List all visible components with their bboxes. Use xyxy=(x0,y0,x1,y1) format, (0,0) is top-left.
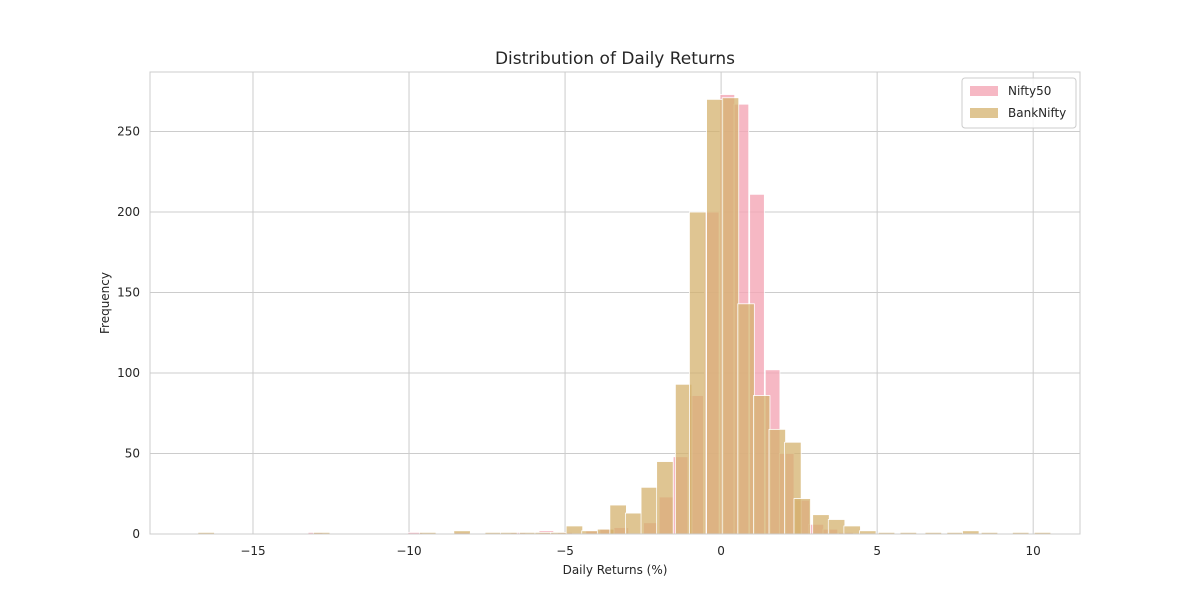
histogram-bar xyxy=(721,97,740,535)
y-tick-label: 50 xyxy=(125,447,140,461)
histogram-bars xyxy=(197,94,1052,535)
histogram-bar xyxy=(827,519,846,535)
legend[interactable]: Nifty50 BankNifty xyxy=(961,77,1077,129)
legend-swatch-nifty50 xyxy=(970,86,998,96)
histogram-bar xyxy=(843,525,861,535)
histogram-bar xyxy=(793,498,811,535)
x-tick-label: 0 xyxy=(717,544,725,558)
histogram-bar xyxy=(768,428,786,535)
x-tick-label: 10 xyxy=(1026,544,1041,558)
histogram-bar xyxy=(737,303,755,535)
x-tick-labels: −15 −10 −5 0 5 10 xyxy=(240,544,1041,558)
plot-frame xyxy=(149,71,1081,535)
histogram-bar xyxy=(565,525,584,535)
legend-label-banknifty: BankNifty xyxy=(1008,106,1066,120)
histogram-bar xyxy=(753,395,771,535)
histogram-bar xyxy=(625,512,643,535)
plot-area xyxy=(150,72,1080,534)
x-tick-label: −5 xyxy=(556,544,574,558)
x-tick-label: −15 xyxy=(240,544,265,558)
legend-swatch-banknifty xyxy=(970,108,998,118)
x-tick-label: 5 xyxy=(873,544,881,558)
y-tick-label: 250 xyxy=(117,125,140,139)
y-tick-labels: 0 50 100 150 200 250 xyxy=(117,125,140,541)
x-axis-label: Daily Returns (%) xyxy=(563,563,668,577)
histogram-bar xyxy=(640,486,658,535)
histogram-bar xyxy=(706,98,724,535)
series-banknifty xyxy=(197,97,1052,535)
y-tick-label: 0 xyxy=(132,527,140,541)
y-axis-label: Frequency xyxy=(98,272,112,334)
legend-label-nifty50: Nifty50 xyxy=(1008,84,1051,98)
histogram-bar xyxy=(812,514,830,535)
y-tick-label: 150 xyxy=(117,286,140,300)
chart-title: Distribution of Daily Returns xyxy=(495,49,735,69)
histogram-bar xyxy=(609,504,627,535)
y-tick-label: 200 xyxy=(117,205,140,219)
y-tick-label: 100 xyxy=(117,366,140,380)
histogram-bar xyxy=(656,461,674,535)
histogram-bar xyxy=(689,211,707,535)
x-tick-label: −10 xyxy=(396,544,421,558)
